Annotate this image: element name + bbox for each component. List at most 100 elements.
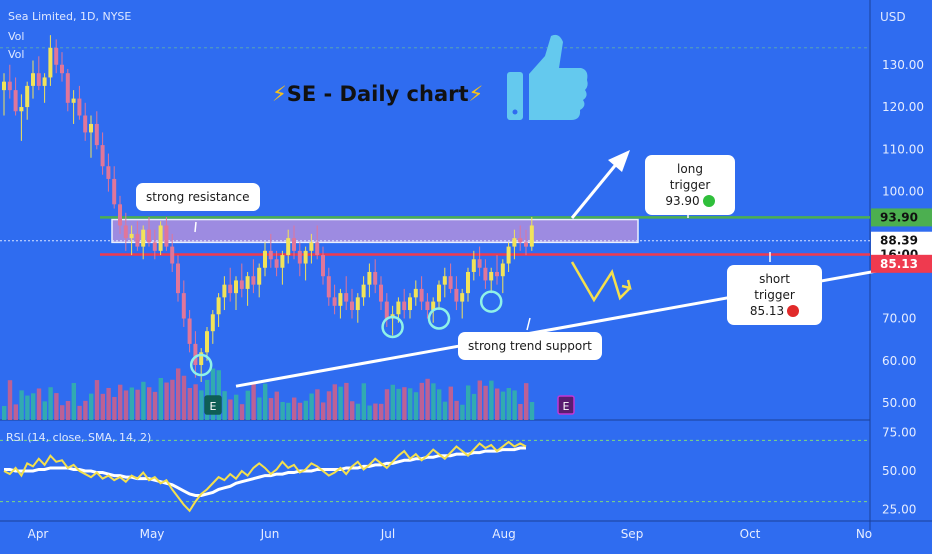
volume-bar — [529, 402, 535, 420]
volume-bar — [303, 400, 308, 420]
candle-body — [466, 271, 470, 294]
volume-bar — [431, 383, 436, 420]
currency-label: USD — [880, 10, 906, 24]
candle-body — [77, 98, 82, 116]
earnings-letter: E — [210, 400, 217, 413]
chart-title-text: SE - Daily chart — [286, 82, 469, 106]
candle-body — [489, 271, 494, 281]
volume-bar — [437, 389, 442, 420]
candle-body — [239, 280, 244, 289]
candle-body — [36, 73, 41, 86]
volume-bar — [338, 386, 343, 420]
candle-body — [228, 284, 233, 294]
candle-body — [471, 259, 476, 272]
volume-bar — [181, 375, 187, 420]
volume-bar — [471, 393, 477, 420]
candle-body — [280, 255, 285, 268]
candle-body — [112, 178, 117, 205]
candle-body — [309, 242, 314, 251]
candle-body — [338, 293, 343, 306]
candle-body — [216, 297, 221, 315]
candle-body — [303, 250, 308, 264]
short-trigger-callout: short trigger 85.13 — [727, 265, 822, 325]
volume-bar — [286, 402, 291, 420]
rsi-y-tick-label: 75.00 — [882, 426, 916, 440]
candle-body — [65, 73, 70, 103]
candle-body — [396, 301, 401, 315]
volume-bar — [106, 387, 111, 420]
volume-bar — [257, 397, 262, 420]
candle-body — [344, 293, 349, 302]
x-tick-label: Jul — [380, 527, 395, 541]
candle-body — [431, 301, 436, 311]
volume-bar — [89, 393, 94, 420]
candle-body — [268, 250, 273, 260]
rsi-panel — [3, 440, 527, 513]
volume-bar — [94, 380, 100, 420]
rsi-y-tick-label: 50.00 — [882, 464, 916, 478]
volume-bar — [135, 389, 140, 420]
volume-bar — [239, 404, 245, 420]
volume-bar — [512, 390, 517, 420]
candle-body — [274, 259, 279, 268]
lightning-icon: ⚡ — [468, 82, 484, 106]
red-dot-icon — [787, 305, 800, 317]
support-touch-circle — [427, 307, 451, 330]
volume-bar — [350, 401, 355, 420]
volume-bar — [13, 404, 18, 420]
volume-bar — [384, 389, 390, 420]
candle-body — [437, 284, 441, 302]
volume-bar — [158, 378, 163, 420]
candle-body — [373, 271, 378, 285]
candle-body — [384, 301, 389, 319]
candle-body — [367, 271, 372, 285]
support-touch-circle — [381, 315, 404, 339]
volume-bar — [466, 385, 471, 420]
y-tick-label: 60.00 — [882, 354, 916, 368]
volume-bar — [332, 384, 337, 420]
candle-body — [257, 267, 262, 285]
volume-bar — [54, 393, 59, 420]
volume-bar — [419, 382, 424, 420]
candle-body — [408, 297, 412, 311]
volume-bar — [176, 368, 181, 420]
volume-bar — [506, 388, 511, 420]
volume-bar — [309, 393, 314, 420]
support-callout-pointer — [526, 317, 531, 331]
candle-body — [286, 238, 291, 256]
candle-body — [71, 98, 76, 103]
rsi-y-tick-label: 25.00 — [882, 502, 916, 516]
candle-body — [321, 255, 325, 277]
candle-body — [13, 90, 18, 112]
volume-bar — [263, 383, 268, 420]
volume-bar — [268, 398, 274, 420]
chart-title: ⚡SE - Daily chart⚡ — [272, 82, 483, 106]
volume-bar — [390, 384, 395, 420]
support-touch-circle — [189, 353, 213, 377]
volume-bar — [373, 403, 378, 420]
candle-body — [350, 301, 354, 311]
long-trigger-label: long trigger — [669, 162, 711, 192]
volume-bar — [500, 391, 506, 420]
volume-bar — [48, 387, 53, 420]
strong-resistance-callout: strong resistance — [136, 183, 260, 211]
rsi-label: RSI (14, close, SMA, 14, 2) — [6, 431, 152, 444]
candle-body — [477, 259, 482, 268]
candle-body — [315, 242, 320, 256]
volume-bar — [518, 403, 523, 420]
axes: 130.00 120.00 110.00 100.00 70.00 60.00 50.00 7… — [28, 58, 924, 541]
candle-body — [419, 288, 424, 302]
volume-bar — [379, 403, 384, 420]
x-tick-label: May — [140, 527, 165, 541]
volume-bar — [448, 386, 453, 420]
candle-body — [524, 242, 528, 247]
volume-bar — [361, 383, 366, 420]
volume-bar — [326, 391, 332, 420]
volume-bar — [193, 384, 198, 420]
volume-bar — [524, 383, 529, 420]
long-trigger-value: 93.90 — [665, 194, 700, 208]
support-touch-circles — [189, 290, 503, 377]
